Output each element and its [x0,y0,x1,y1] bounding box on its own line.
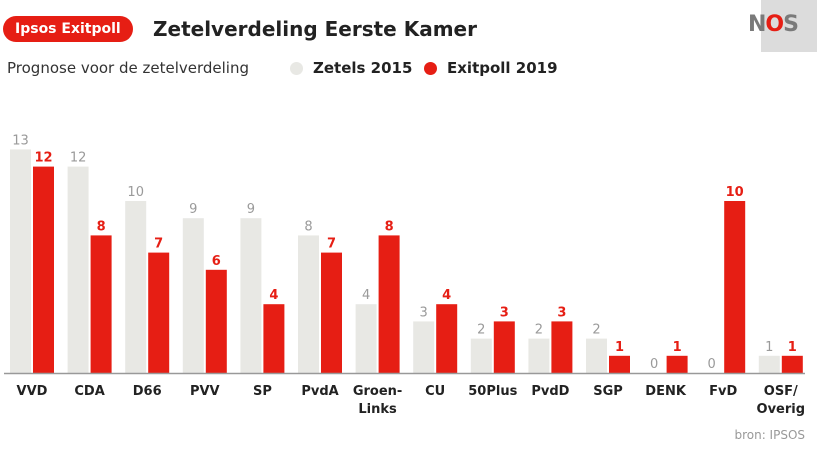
category-label: PVV [190,384,220,399]
legend-item-2019: Exitpoll 2019 [424,57,558,79]
data-label-2019: 3 [500,305,509,320]
data-label-2015: 1 [765,340,773,355]
category-label: PvdA [301,384,338,399]
bar-2015 [125,201,147,373]
bar-2015 [758,355,780,373]
bar-2019 [781,355,803,373]
legend-swatch-2019 [424,61,437,75]
data-label-2019: 4 [269,288,278,303]
category-label: CU [425,384,445,399]
data-label-2019: 6 [212,254,221,269]
data-label-2015: 2 [477,323,485,338]
source-note: bron: IPSOS [734,428,805,442]
bar-2015 [528,338,550,373]
bar-2019 [493,321,515,373]
legend-label-2015: Zetels 2015 [313,59,413,77]
bar-2019 [378,235,400,373]
bar-2019 [263,304,285,373]
exitpoll-badge: Ipsos Exitpoll [3,16,133,42]
category-label: PvdD [531,384,569,399]
bar-2015 [182,218,204,373]
category-label: Groen- [353,384,402,399]
category-label: FvD [709,384,737,399]
data-label-2019: 8 [385,219,394,234]
data-label-2015: 0 [650,357,658,372]
nos-logo: NOS [748,12,799,37]
bar-2019 [90,235,112,373]
bar-2019 [436,304,458,373]
data-label-2019: 8 [97,219,106,234]
category-label: Links [358,402,397,417]
nos-logo-background [761,0,817,52]
bar-2019 [724,201,746,373]
bar-2019 [609,355,630,373]
category-label: SP [253,384,272,399]
data-label-2019: 10 [726,185,744,200]
category-label: Overig [757,402,806,417]
bar-2019 [666,355,688,373]
bar-2019 [148,252,170,373]
data-label-2015: 10 [127,185,144,200]
bar-2019 [551,321,573,373]
data-label-2019: 1 [615,340,624,355]
bar-2015 [10,149,31,373]
data-label-2015: 9 [189,202,197,217]
data-label-2015: 13 [12,133,29,148]
data-label-2019: 3 [557,305,566,320]
data-label-2019: 4 [442,288,451,303]
legend-item-2015: Zetels 2015 [290,57,412,79]
legend-swatch-2015 [290,61,303,75]
bar-2015 [586,338,607,373]
category-label: D66 [133,384,162,399]
bar-2015 [470,338,492,373]
data-label-2019: 7 [154,237,163,252]
category-label: DENK [645,384,687,399]
bar-2019 [33,166,54,373]
data-label-2015: 2 [535,323,543,338]
data-label-2015: 8 [304,219,312,234]
data-label-2015: 9 [247,202,255,217]
data-label-2015: 3 [420,305,428,320]
bar-2015 [413,321,435,373]
bar-2019 [321,252,342,373]
data-label-2019: 1 [673,340,682,355]
bar-2019 [205,269,227,373]
chart-title: Zetelverdeling Eerste Kamer [153,17,477,41]
category-label: CDA [74,384,104,399]
legend-label-2019: Exitpoll 2019 [447,59,558,77]
chart-subtitle: Prognose voor de zetelverdeling [7,59,249,77]
data-label-2019: 1 [788,340,797,355]
bar-2015 [240,218,262,373]
data-label-2019: 12 [34,151,52,166]
bar-2015 [67,166,89,373]
category-label: SGP [593,384,623,399]
bar-2015 [355,304,377,373]
data-label-2015: 0 [708,357,716,372]
bar-2015 [298,235,319,373]
data-label-2015: 12 [70,151,87,166]
category-label: VVD [17,384,48,399]
data-label-2019: 7 [327,237,336,252]
category-label: 50Plus [468,384,517,399]
data-label-2015: 2 [592,323,600,338]
category-label: OSF/ [764,384,798,399]
data-label-2015: 4 [362,288,370,303]
